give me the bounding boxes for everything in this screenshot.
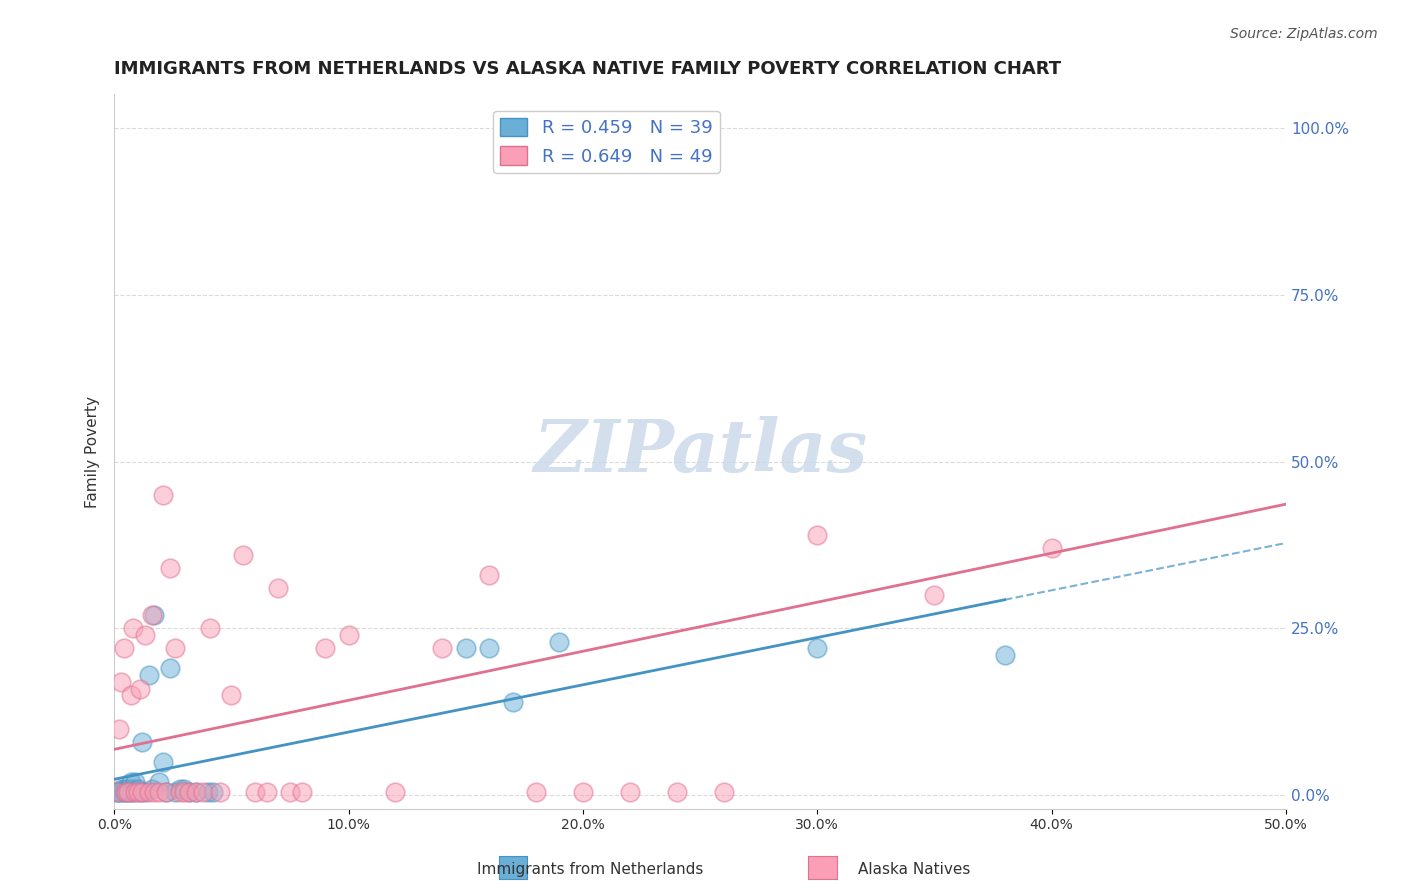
Point xyxy=(256,785,278,799)
Point xyxy=(124,775,146,789)
Text: Alaska Natives: Alaska Natives xyxy=(858,863,970,877)
Point xyxy=(148,785,170,799)
Point xyxy=(197,785,219,799)
Point xyxy=(112,781,135,796)
Point xyxy=(122,785,145,799)
Point xyxy=(232,548,254,562)
Point xyxy=(110,781,132,796)
Point xyxy=(112,785,135,799)
Point xyxy=(122,622,145,636)
Point xyxy=(155,785,177,799)
Point xyxy=(108,785,131,799)
Point xyxy=(138,785,160,799)
Point xyxy=(110,674,132,689)
Point xyxy=(173,781,195,796)
Point xyxy=(201,785,224,799)
Point xyxy=(120,688,142,702)
Point xyxy=(200,622,222,636)
Point xyxy=(186,785,208,799)
Point xyxy=(619,785,641,799)
Point xyxy=(478,568,501,582)
Point xyxy=(159,661,181,675)
Point xyxy=(314,641,336,656)
Point xyxy=(291,785,314,799)
Text: Immigrants from Netherlands: Immigrants from Netherlands xyxy=(477,863,704,877)
Point xyxy=(337,628,360,642)
Point xyxy=(169,781,191,796)
Point xyxy=(806,528,828,542)
Y-axis label: Family Poverty: Family Poverty xyxy=(86,395,100,508)
Point xyxy=(179,785,201,799)
Point xyxy=(112,641,135,656)
Point xyxy=(193,785,215,799)
Point xyxy=(267,582,290,596)
Point xyxy=(159,561,181,575)
Point xyxy=(129,681,152,696)
Point xyxy=(105,785,128,799)
Text: ZIPatlas: ZIPatlas xyxy=(533,416,868,487)
Point xyxy=(243,785,266,799)
Point xyxy=(278,785,301,799)
Point xyxy=(454,641,477,656)
Point xyxy=(524,785,547,799)
Point xyxy=(186,785,208,799)
Point xyxy=(115,781,138,796)
Text: Source: ZipAtlas.com: Source: ZipAtlas.com xyxy=(1230,27,1378,41)
Point xyxy=(131,735,153,749)
Point xyxy=(129,785,152,799)
Point xyxy=(572,785,595,799)
Point xyxy=(138,668,160,682)
Point xyxy=(155,785,177,799)
Point xyxy=(173,785,195,799)
Text: IMMIGRANTS FROM NETHERLANDS VS ALASKA NATIVE FAMILY POVERTY CORRELATION CHART: IMMIGRANTS FROM NETHERLANDS VS ALASKA NA… xyxy=(114,60,1062,78)
Point xyxy=(105,785,128,799)
Point xyxy=(548,635,571,649)
Point xyxy=(179,785,201,799)
Point xyxy=(165,785,187,799)
Point xyxy=(141,608,163,623)
Point xyxy=(120,785,142,799)
Point xyxy=(122,781,145,796)
Point xyxy=(478,641,501,656)
Point xyxy=(143,785,166,799)
Point xyxy=(115,785,138,799)
Point xyxy=(169,785,191,799)
Legend: R = 0.459   N = 39, R = 0.649   N = 49: R = 0.459 N = 39, R = 0.649 N = 49 xyxy=(494,111,720,173)
Point xyxy=(134,628,156,642)
Point xyxy=(108,722,131,736)
Point xyxy=(110,785,132,799)
Point xyxy=(148,775,170,789)
Point xyxy=(806,641,828,656)
Point xyxy=(502,695,524,709)
Point xyxy=(165,641,187,656)
Point xyxy=(117,785,139,799)
Point xyxy=(124,785,146,799)
Point xyxy=(115,785,138,799)
Point xyxy=(994,648,1017,662)
Point xyxy=(432,641,454,656)
Point xyxy=(152,488,174,502)
Point xyxy=(924,588,946,602)
Point xyxy=(117,785,139,799)
Point xyxy=(127,781,149,796)
Point xyxy=(665,785,688,799)
Point xyxy=(134,785,156,799)
Point xyxy=(117,781,139,796)
Point xyxy=(152,755,174,769)
Point xyxy=(1040,541,1063,556)
Point xyxy=(120,775,142,789)
Point xyxy=(221,688,243,702)
Point xyxy=(127,785,149,799)
Point xyxy=(143,608,166,623)
Point xyxy=(713,785,735,799)
Point xyxy=(208,785,231,799)
Point xyxy=(131,785,153,799)
Point xyxy=(384,785,406,799)
Point xyxy=(141,781,163,796)
